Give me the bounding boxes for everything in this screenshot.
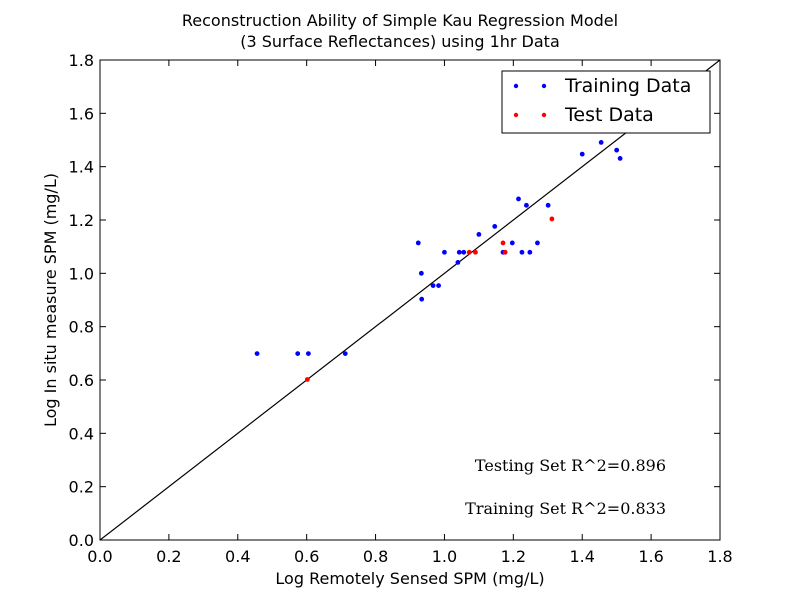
x-tick-label: 0.6 [294,547,319,566]
training-data-point [419,296,425,302]
training-data-point [535,240,540,246]
test-data-point [549,216,555,222]
training-data-point [436,283,441,288]
training-data-point [456,249,462,255]
training-data-point [579,151,585,157]
x-tick-label: 0.2 [156,547,181,566]
x-tick-label: 1.6 [638,547,663,566]
training-data-point [455,260,461,265]
training-data-point [305,351,311,356]
plot-area-frame [99,59,721,541]
y-tick-label: 0.8 [69,318,94,337]
y-tick-label: 1.2 [69,211,94,230]
training-data-point [519,249,525,255]
legend-label-test: Test Data [564,104,654,126]
training-data-point [430,283,436,288]
training-r2-annotation: Training Set R^2=0.833 [465,499,666,518]
x-tick-label: 1.0 [432,547,457,566]
x-tick-label: 1.4 [569,547,594,566]
x-tick-label: 0.0 [87,547,112,566]
legend-marker-training-right [541,83,547,89]
y-axis-label: Log In situ measure SPM (mg/L) [41,173,60,427]
x-tick-label: 1.2 [501,547,526,566]
training-data-point [418,270,424,276]
test-data-point [500,240,506,246]
y-tick-label: 0.4 [69,424,94,443]
chart-title-line1: Reconstruction Ability of Simple Kau Reg… [182,11,618,30]
training-data-point [527,249,533,255]
training-data-point [342,351,348,356]
legend-marker-test-left [513,112,519,118]
one-to-one-reference-line [100,60,720,540]
training-data-point [415,240,421,246]
y-tick-label: 1.6 [69,104,94,123]
chart-title-line2: (3 Surface Reflectances) using 1hr Data [240,32,560,51]
legend-box [501,70,711,134]
y-tick-label: 0.0 [69,531,94,550]
training-data-point [442,249,447,255]
training-data-point [476,232,482,237]
training-data-point [614,147,620,153]
test-data-point [304,377,310,382]
testing-r2-annotation: Testing Set R^2=0.896 [475,456,666,475]
x-tick-label: 0.4 [225,547,250,566]
test-data-point [502,249,508,255]
training-data-point [492,224,498,229]
x-axis-label: Log Remotely Sensed SPM (mg/L) [275,569,544,588]
y-tick-label: 1.0 [69,264,94,283]
training-data-point [524,202,529,208]
training-data-point [254,351,260,356]
y-tick-label: 1.4 [69,158,94,177]
training-data-point [516,196,521,202]
test-data-point [473,249,478,255]
training-data-point [617,156,623,161]
training-data-point [295,351,301,356]
y-tick-label: 1.8 [69,51,94,70]
training-data-point [461,249,467,255]
legend: Training Data Test Data [501,70,711,134]
training-data-point [545,202,551,208]
y-tick-label: 0.2 [69,478,94,497]
training-data-point [509,240,515,246]
x-tick-label: 1.8 [707,547,732,566]
legend-marker-training-left [513,83,519,89]
y-tick-label: 0.6 [69,371,94,390]
test-data-point [466,249,472,255]
training-data-point [598,140,604,145]
legend-label-training: Training Data [564,75,691,97]
x-tick-label: 0.8 [363,547,388,566]
legend-marker-test-right [541,112,547,118]
